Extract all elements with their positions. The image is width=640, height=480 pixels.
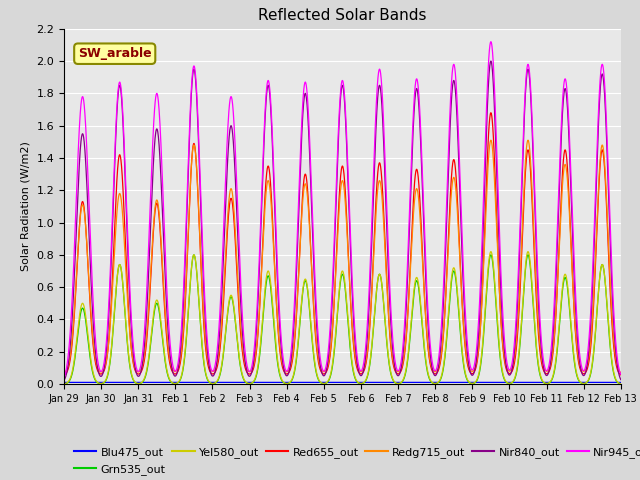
Redg715_out: [487, 137, 495, 143]
Grn535_out: [572, 370, 580, 375]
Yel580_out: [60, 381, 68, 387]
Nir945_out: [600, 70, 607, 76]
Nir840_out: [487, 58, 495, 64]
Redg715_out: [600, 150, 607, 156]
Blu475_out: [294, 380, 301, 385]
Grn535_out: [617, 381, 625, 387]
Blu475_out: [298, 380, 306, 385]
Redg715_out: [617, 370, 625, 376]
Redg715_out: [298, 203, 306, 209]
Redg715_out: [572, 335, 580, 340]
Red655_out: [487, 110, 495, 116]
Nir945_out: [617, 372, 625, 377]
Line: Redg715_out: Redg715_out: [64, 140, 621, 373]
Red655_out: [600, 156, 607, 161]
Blu475_out: [617, 380, 625, 385]
Yel580_out: [617, 381, 625, 386]
Grn535_out: [487, 252, 495, 258]
Redg715_out: [465, 363, 472, 369]
Nir840_out: [294, 233, 301, 239]
Yel580_out: [487, 249, 495, 254]
Y-axis label: Solar Radiation (W/m2): Solar Radiation (W/m2): [21, 142, 31, 271]
Grn535_out: [465, 379, 472, 385]
Nir945_out: [298, 107, 306, 112]
Blu475_out: [324, 380, 332, 385]
Nir840_out: [600, 81, 607, 86]
Redg715_out: [324, 360, 332, 365]
Yel580_out: [294, 340, 301, 346]
Yel580_out: [298, 290, 306, 296]
Nir840_out: [298, 120, 306, 125]
Nir945_out: [294, 216, 301, 222]
Nir945_out: [487, 39, 495, 45]
Yel580_out: [324, 377, 332, 383]
Blu475_out: [600, 380, 607, 385]
Line: Grn535_out: Grn535_out: [64, 255, 621, 384]
Grn535_out: [324, 378, 332, 384]
Red655_out: [298, 196, 306, 202]
Title: Reflected Solar Bands: Reflected Solar Bands: [258, 9, 427, 24]
Redg715_out: [60, 370, 68, 376]
Grn535_out: [600, 267, 607, 273]
Redg715_out: [294, 285, 301, 290]
Line: Red655_out: Red655_out: [64, 113, 621, 375]
Blu475_out: [465, 380, 472, 385]
Nir945_out: [465, 352, 472, 358]
Grn535_out: [60, 381, 68, 387]
Nir945_out: [60, 375, 68, 381]
Line: Yel580_out: Yel580_out: [64, 252, 621, 384]
Nir840_out: [572, 315, 580, 321]
Red655_out: [294, 286, 301, 292]
Nir840_out: [324, 353, 332, 359]
Nir840_out: [617, 377, 625, 383]
Red655_out: [465, 365, 472, 371]
Grn535_out: [294, 343, 301, 349]
Yel580_out: [572, 368, 580, 373]
Nir945_out: [324, 345, 332, 351]
Red655_out: [60, 372, 68, 378]
Blu475_out: [572, 380, 580, 385]
Grn535_out: [298, 293, 306, 299]
Nir945_out: [572, 302, 580, 308]
Red655_out: [324, 362, 332, 368]
Line: Nir945_out: Nir945_out: [64, 42, 621, 378]
Text: SW_arable: SW_arable: [78, 47, 152, 60]
Red655_out: [617, 372, 625, 378]
Line: Nir840_out: Nir840_out: [64, 61, 621, 381]
Blu475_out: [60, 380, 68, 385]
Red655_out: [572, 338, 580, 344]
Nir840_out: [465, 360, 472, 366]
Yel580_out: [600, 267, 607, 273]
Legend: Blu475_out, Grn535_out, Yel580_out, Red655_out, Redg715_out, Nir840_out, Nir945_: Blu475_out, Grn535_out, Yel580_out, Red6…: [70, 443, 640, 479]
Nir840_out: [60, 378, 68, 384]
Yel580_out: [465, 378, 472, 384]
